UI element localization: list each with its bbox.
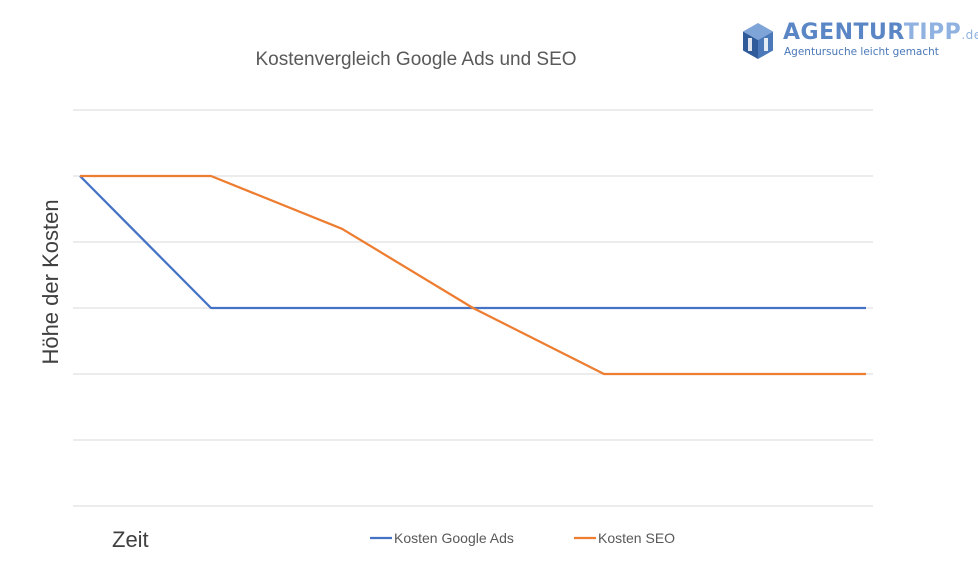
- hexagon-cube-logo-icon: [743, 23, 773, 59]
- brand-logo: AGENTURTIPP.de Agentursuche leicht gemac…: [740, 18, 978, 66]
- series-lines: [79, 174, 866, 376]
- brand-name: AGENTURTIPP.de: [783, 20, 978, 45]
- x-axis-label: Zeit: [112, 527, 149, 552]
- legend-label-2: Kosten SEO: [598, 530, 675, 546]
- y-axis-label: Höhe der Kosten: [38, 199, 63, 364]
- brand-name-part2: TIPP: [903, 20, 962, 45]
- brand-tagline: Agentursuche leicht gemacht: [784, 46, 939, 58]
- series-line-2: [80, 174, 866, 376]
- brand-name-part1: AGENTUR: [783, 20, 904, 45]
- legend-label-1: Kosten Google Ads: [394, 530, 514, 546]
- legend: Kosten Google Ads Kosten SEO: [370, 530, 675, 546]
- brand-tld: .de: [961, 28, 978, 42]
- chart-title: Kostenvergleich Google Ads und SEO: [255, 49, 576, 70]
